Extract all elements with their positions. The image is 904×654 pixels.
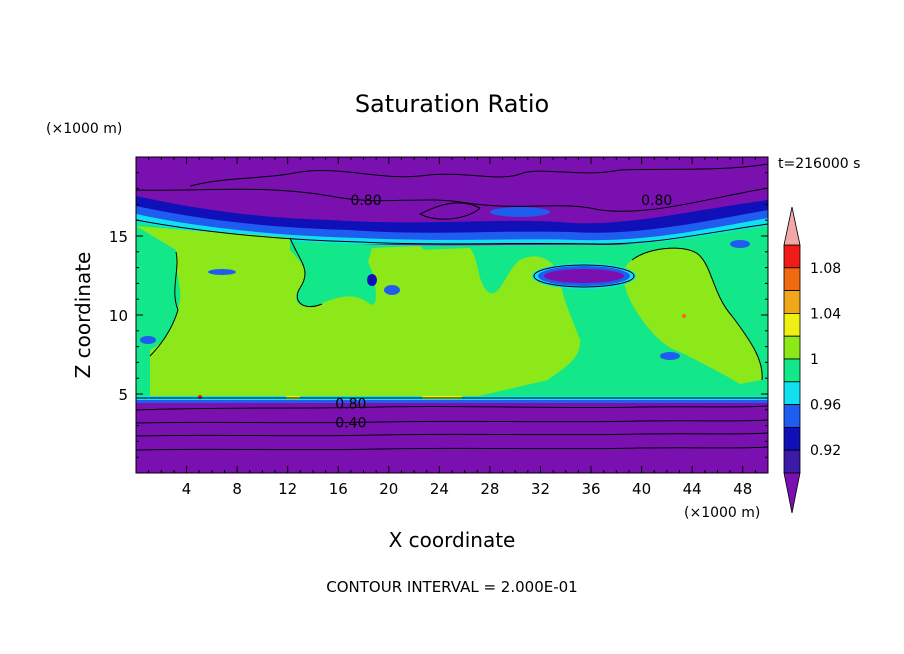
colorbar-top-arrow [783, 206, 801, 246]
colorbar-box [783, 335, 801, 360]
x-tick-label: 40 [632, 480, 651, 498]
contour-label: 0.80 [335, 397, 366, 413]
y-axis-label: Z coordinate [71, 252, 95, 379]
dry-blob [208, 269, 236, 275]
contour-line-0.80-upper [136, 187, 768, 212]
dry-blob [140, 336, 156, 344]
lower-edge-cyan [136, 396, 768, 403]
dry-blob [490, 207, 550, 217]
y-tick-label: 15 [109, 228, 128, 246]
dry-blob [660, 352, 680, 360]
x-axis: 4 8 12 16 20 24 28 32 36 40 44 48 [148, 157, 756, 498]
contour-labels: 0.80 0.80 0.80 0.40 [335, 193, 672, 432]
x-unit-label: (×1000 m) [684, 505, 760, 521]
band-0.96 [136, 206, 768, 242]
colorbar-box [783, 426, 801, 451]
x-tick-label: 48 [733, 480, 752, 498]
contour-cloud-right [631, 247, 763, 381]
y-tick-label: 5 [118, 386, 128, 404]
x-tick-label: 8 [232, 480, 242, 498]
colorbar-box [783, 449, 801, 474]
x-tick-label: 28 [480, 480, 499, 498]
dry-blob [367, 274, 377, 286]
chart-title: Saturation Ratio [355, 90, 549, 118]
contour-dry-pocket [533, 264, 635, 288]
x-tick-label: 4 [182, 480, 192, 498]
contour-cloud-mid [289, 237, 323, 308]
y-unit-label: (×1000 m) [46, 121, 122, 137]
x-axis-label: X coordinate [389, 528, 516, 552]
x-tick-label: 20 [379, 480, 398, 498]
contour-label: 0.80 [350, 193, 381, 209]
contour-label: 0.80 [641, 193, 672, 209]
warm-spot [682, 314, 686, 318]
y-axis: 5 10 15 [109, 172, 768, 458]
time-label: t=216000 s [778, 156, 860, 172]
x-tick-label: 32 [531, 480, 550, 498]
colorbar-box [783, 244, 801, 269]
contour-line-upper-b [189, 163, 768, 187]
x-tick-label: 36 [581, 480, 600, 498]
x-tick-label: 12 [278, 480, 297, 498]
band-1.02-c [420, 248, 581, 398]
band-1.02-d [623, 248, 763, 384]
colorbar-box [783, 358, 801, 383]
colorbar-tick-label: 0.92 [810, 443, 841, 459]
colorbar-box [783, 312, 801, 337]
x-tick-label: 16 [329, 480, 348, 498]
dry-blob [384, 285, 400, 295]
contour-interval-note: CONTOUR INTERVAL = 2.000E-01 [326, 578, 577, 596]
contour-line-1.00-top [136, 219, 768, 245]
colorbar: 0.92 0.96 1 1.04 1.08 [783, 206, 841, 514]
contour-line-0.60 [136, 419, 768, 424]
colorbar-tick-label: 1.08 [810, 261, 841, 277]
lower-dry-layer [136, 403, 768, 473]
contour-cloud-left [149, 251, 179, 357]
band-0.98 [136, 214, 768, 244]
lower-edge-blue [136, 400, 768, 404]
colorbar-box [783, 381, 801, 405]
contour-field [136, 157, 768, 473]
contour-label: 0.40 [335, 416, 366, 432]
colorbar-tick-label: 1.04 [810, 306, 841, 322]
colorbar-tick-label: 0.96 [810, 398, 841, 414]
x-tick-label: 24 [430, 480, 449, 498]
colorbar-tick-label: 1 [810, 352, 819, 368]
y-tick-label: 10 [109, 307, 128, 325]
colorbar-bottom-arrow [783, 472, 801, 514]
dry-pocket-core [544, 269, 624, 283]
x-tick-label: 44 [683, 480, 702, 498]
contour-line-0.80-lower [136, 405, 768, 411]
dry-blob [730, 240, 750, 248]
colorbar-box [783, 290, 801, 314]
contour-line-upper-c [418, 202, 481, 220]
contour-line-0.20 [136, 446, 768, 451]
band-1.02-b [258, 298, 380, 398]
colorbar-box [783, 267, 801, 291]
contour-line-0.40 [136, 432, 768, 437]
colorbar-box [783, 404, 801, 428]
